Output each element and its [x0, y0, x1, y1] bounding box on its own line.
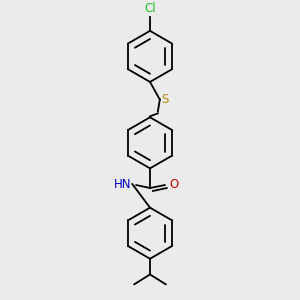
Text: S: S [161, 93, 168, 106]
Text: Cl: Cl [144, 2, 156, 15]
Text: HN: HN [114, 178, 131, 190]
Text: O: O [169, 178, 179, 190]
